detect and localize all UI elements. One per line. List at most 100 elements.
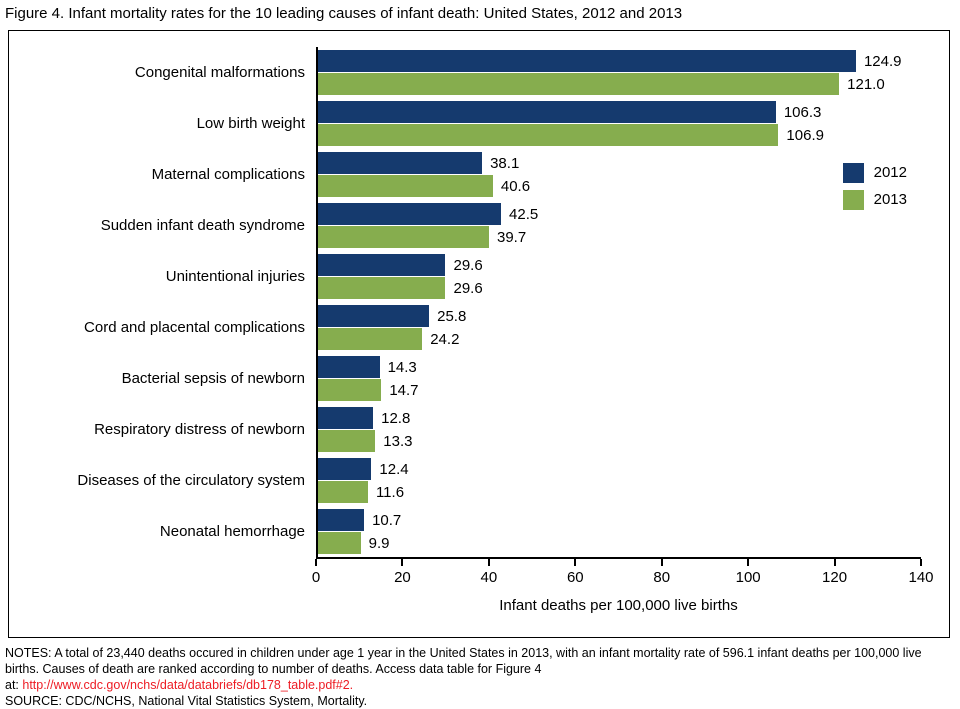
chart-row: Bacterial sepsis of newborn 14.3 14.7 <box>9 353 921 404</box>
chart-row: Low birth weight 106.3 106.9 <box>9 98 921 149</box>
chart-row: Respiratory distress of newborn 12.8 13.3 <box>9 404 921 455</box>
bar-2013 <box>318 379 382 401</box>
bar-line-2012: 124.9 <box>318 50 921 73</box>
x-axis-ticks: Infant deaths per 100,000 live births 0 2… <box>312 559 934 637</box>
value-label-2013: 9.9 <box>368 534 390 552</box>
bar-line-2013: 14.7 <box>318 379 921 402</box>
bar-line-2013: 121.0 <box>318 73 921 96</box>
legend-swatch-2012 <box>842 162 864 183</box>
category-label: Maternal complications <box>151 166 305 183</box>
bar-line-2013: 13.3 <box>318 430 921 453</box>
bar-pair: 124.9 121.0 <box>318 50 921 96</box>
bar-line-2012: 12.8 <box>318 407 921 430</box>
value-label-2013: 29.6 <box>453 279 483 297</box>
bar-2013 <box>318 73 840 95</box>
source-text: SOURCE: CDC/NCHS, National Vital Statist… <box>5 694 368 708</box>
bar-2013 <box>318 328 423 350</box>
notes-link[interactable]: http://www.cdc.gov/nchs/data/databriefs/… <box>22 678 354 692</box>
tick-label: 140 <box>908 569 934 586</box>
tick-label: 40 <box>480 569 498 586</box>
bar-2013 <box>318 430 376 452</box>
category-label: Diseases of the circulatory system <box>77 472 305 489</box>
legend-label-2012: 2012 <box>873 164 907 181</box>
bar-line-2012: 10.7 <box>318 509 921 532</box>
tick-mark <box>747 559 750 566</box>
category-label: Bacterial sepsis of newborn <box>121 370 305 387</box>
legend-label-2013: 2013 <box>873 191 907 208</box>
chart-row: Unintentional injuries 29.6 29.6 <box>9 251 921 302</box>
chart-row: Sudden infant death syndrome 42.5 39.7 <box>9 200 921 251</box>
tick-label: 80 <box>653 569 671 586</box>
bar-2012 <box>318 407 374 429</box>
tick-mark <box>833 559 836 566</box>
tick-mark <box>401 559 404 566</box>
bar-line-2012: 38.1 <box>318 152 921 175</box>
bar-line-2012: 106.3 <box>318 101 921 124</box>
legend: 2012 2013 <box>842 159 907 213</box>
category-label: Cord and placental complications <box>84 319 305 336</box>
bar-2012 <box>318 203 502 225</box>
chart-row: Neonatal hemorrhage 10.7 9.9 <box>9 506 921 557</box>
bar-line-2012: 42.5 <box>318 203 921 226</box>
bar-2013 <box>318 175 493 197</box>
bar-2013 <box>318 532 361 554</box>
bar-line-2012: 29.6 <box>318 254 921 277</box>
value-label-2012: 25.8 <box>437 307 467 325</box>
legend-swatch-2013 <box>842 189 864 210</box>
bar-line-2012: 12.4 <box>318 458 921 481</box>
value-label-2012: 124.9 <box>863 52 902 70</box>
bar-line-2013: 9.9 <box>318 532 921 555</box>
bar-2013 <box>318 277 446 299</box>
tick-label: 60 <box>566 569 584 586</box>
bar-pair: 12.4 11.6 <box>318 458 921 504</box>
bar-2012 <box>318 356 380 378</box>
bar-pair: 29.6 29.6 <box>318 254 921 300</box>
value-label-2012: 10.7 <box>372 511 402 529</box>
value-label-2012: 12.8 <box>381 409 411 427</box>
value-label-2012: 12.4 <box>379 460 409 478</box>
bar-pair: 106.3 106.9 <box>318 101 921 147</box>
bar-line-2013: 29.6 <box>318 277 921 300</box>
bar-line-2012: 25.8 <box>318 305 921 328</box>
tick-label: 20 <box>394 569 411 586</box>
tick-label: 0 <box>311 569 321 586</box>
value-label-2013: 121.0 <box>847 75 885 93</box>
category-label: Sudden infant death syndrome <box>100 217 305 234</box>
value-label-2013: 39.7 <box>496 228 527 246</box>
bar-2012 <box>318 458 372 480</box>
chart-row: Cord and placental complications 25.8 24.2 <box>9 302 921 353</box>
legend-item-2012: 2012 <box>842 159 907 186</box>
bar-2012 <box>318 50 856 72</box>
bar-2012 <box>318 305 430 327</box>
chart-row: Maternal complications 38.1 40.6 <box>9 149 921 200</box>
value-label-2012: 29.6 <box>453 256 483 274</box>
tick-mark <box>574 559 577 566</box>
bar-line-2013: 11.6 <box>318 481 921 504</box>
bar-pair: 42.5 39.7 <box>318 203 921 249</box>
notes-link-prefix: at: <box>5 678 23 692</box>
x-axis <box>316 557 921 559</box>
tick-mark <box>920 559 922 566</box>
value-label-2012: 14.3 <box>387 358 417 376</box>
notes-link-line: at: http://www.cdc.gov/nchs/data/databri… <box>5 677 956 693</box>
tick-mark <box>487 559 490 566</box>
bar-2012 <box>318 101 776 123</box>
value-label-2013: 106.9 <box>786 126 824 144</box>
value-label-2013: 14.7 <box>389 381 419 399</box>
bar-line-2013: 106.9 <box>318 124 921 147</box>
bar-pair: 10.7 9.9 <box>318 509 921 555</box>
x-axis-label: Infant deaths per 100,000 live births <box>499 597 738 614</box>
bar-line-2012: 14.3 <box>318 356 921 379</box>
bar-2013 <box>318 481 368 503</box>
bar-line-2013: 24.2 <box>318 328 921 351</box>
legend-item-2013: 2013 <box>842 186 907 213</box>
chart-area: Congenital malformations 124.9 121.0 Low bi… <box>8 30 950 638</box>
value-label-2013: 24.2 <box>430 330 460 348</box>
value-label-2013: 13.3 <box>383 432 413 450</box>
value-label-2012: 42.5 <box>509 205 539 223</box>
y-axis <box>316 47 318 557</box>
value-label-2013: 11.6 <box>375 483 405 501</box>
tick-label: 100 <box>735 569 761 586</box>
bar-line-2013: 40.6 <box>318 175 921 198</box>
bar-pair: 38.1 40.6 <box>318 152 921 198</box>
